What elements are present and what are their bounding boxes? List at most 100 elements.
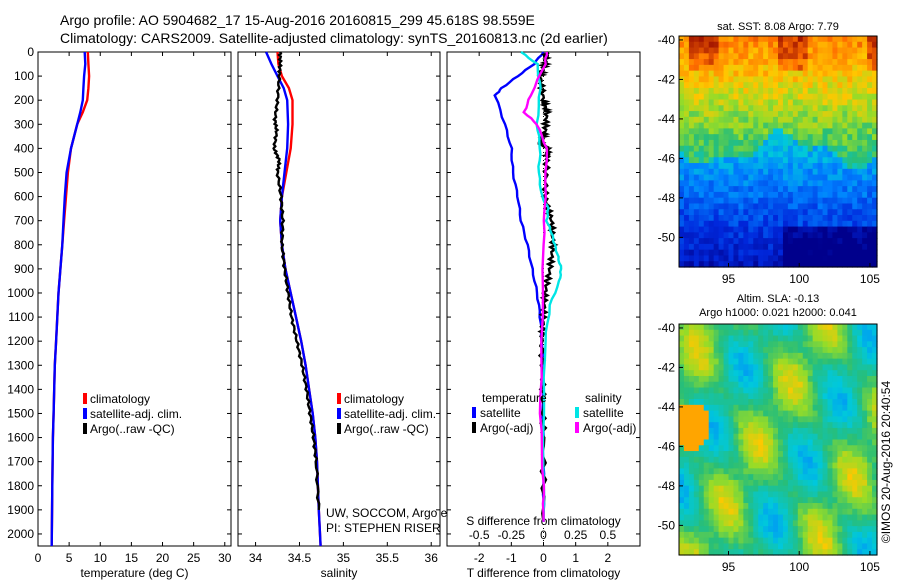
map-cell bbox=[688, 134, 695, 141]
map-cell bbox=[768, 122, 774, 130]
map-cell bbox=[847, 249, 853, 257]
x2-tick-label: -0.25 bbox=[498, 528, 526, 542]
map-cell bbox=[753, 70, 759, 78]
map-cell bbox=[852, 393, 858, 400]
map-cell bbox=[832, 76, 838, 83]
map-cell bbox=[768, 456, 774, 464]
map-cell bbox=[842, 157, 848, 164]
map-cell bbox=[842, 520, 848, 527]
map-cell bbox=[857, 116, 863, 124]
map-cell bbox=[867, 255, 873, 262]
map-cell bbox=[837, 93, 843, 101]
map-cell bbox=[679, 209, 685, 216]
x-tick-label: 30 bbox=[218, 551, 232, 565]
map-cell bbox=[723, 422, 730, 429]
map-cell bbox=[693, 249, 700, 257]
map-cell bbox=[812, 215, 819, 222]
map-cell bbox=[827, 191, 834, 199]
map-cell bbox=[867, 335, 873, 342]
map-cell bbox=[753, 209, 759, 216]
map-cell bbox=[763, 249, 769, 257]
map-cell bbox=[792, 47, 799, 54]
map-cell bbox=[797, 531, 804, 539]
map-cell bbox=[679, 497, 685, 504]
map-cell bbox=[703, 462, 710, 469]
map-cell bbox=[857, 422, 863, 429]
map-cell bbox=[787, 145, 794, 153]
map-cell bbox=[733, 329, 739, 337]
map-cell bbox=[758, 456, 764, 464]
map-cell bbox=[748, 399, 754, 406]
y-tick-label: 1000 bbox=[7, 286, 34, 300]
map-cell bbox=[797, 474, 804, 481]
map-cell bbox=[693, 238, 700, 245]
map-cell bbox=[723, 387, 730, 394]
map-cell bbox=[679, 375, 685, 383]
map-cell bbox=[773, 329, 779, 337]
map-cell bbox=[787, 180, 794, 187]
map-cell bbox=[728, 422, 735, 429]
map-cell bbox=[708, 474, 715, 481]
map-cell bbox=[703, 508, 710, 516]
map-cell bbox=[708, 549, 715, 556]
map-cell bbox=[713, 404, 720, 412]
map-cell bbox=[773, 543, 779, 550]
map-cell bbox=[703, 341, 710, 348]
map-cell bbox=[817, 215, 824, 222]
map-cell bbox=[787, 531, 794, 539]
map-cell bbox=[688, 347, 695, 354]
map-cell bbox=[708, 243, 715, 251]
map-cell bbox=[872, 324, 878, 331]
map-cell bbox=[852, 168, 858, 176]
map-cell bbox=[832, 163, 838, 170]
map-cell bbox=[847, 87, 853, 95]
map-cell bbox=[748, 111, 754, 118]
map-cell bbox=[867, 111, 873, 118]
map-cell bbox=[758, 128, 764, 135]
map-cell bbox=[872, 433, 878, 441]
map-cell bbox=[698, 243, 705, 251]
map-cell bbox=[832, 364, 838, 371]
map-cell bbox=[857, 76, 863, 83]
map-cell bbox=[792, 220, 799, 228]
map-cell bbox=[768, 433, 774, 441]
map-cell bbox=[797, 393, 804, 400]
map-cell bbox=[807, 255, 814, 262]
map-cell bbox=[688, 439, 695, 446]
map-cell bbox=[862, 468, 868, 475]
map-cell bbox=[862, 456, 868, 464]
map-cell bbox=[832, 358, 838, 366]
map-cell bbox=[753, 163, 759, 170]
map-cell bbox=[792, 226, 799, 233]
map-cell bbox=[852, 116, 858, 124]
map-cell bbox=[758, 122, 764, 130]
map-cell bbox=[797, 433, 804, 441]
map-cell bbox=[792, 53, 799, 60]
map-cell bbox=[857, 439, 863, 446]
map-cell bbox=[837, 105, 843, 112]
map-cell bbox=[679, 47, 685, 54]
map-cell bbox=[718, 474, 725, 481]
map-cell bbox=[778, 93, 784, 101]
map-cell bbox=[768, 249, 774, 257]
map-cell bbox=[753, 393, 759, 400]
map-cell bbox=[867, 491, 873, 498]
map-cell bbox=[743, 145, 749, 153]
map-cell bbox=[857, 157, 863, 164]
map-cell bbox=[713, 232, 720, 239]
map-cell bbox=[748, 238, 754, 245]
map-cell bbox=[683, 180, 690, 187]
map-cell bbox=[787, 422, 794, 429]
map-cell bbox=[708, 174, 715, 181]
map-cell bbox=[842, 139, 848, 147]
map-cell bbox=[852, 445, 858, 452]
map-cell bbox=[792, 549, 799, 556]
map-cell bbox=[743, 399, 749, 406]
map-cell bbox=[778, 503, 784, 510]
map-cell bbox=[862, 433, 868, 441]
map-cell bbox=[693, 76, 700, 83]
map-cell bbox=[802, 416, 809, 423]
map-cell bbox=[679, 226, 685, 233]
map-cell bbox=[787, 497, 794, 504]
map-cell bbox=[698, 347, 705, 354]
